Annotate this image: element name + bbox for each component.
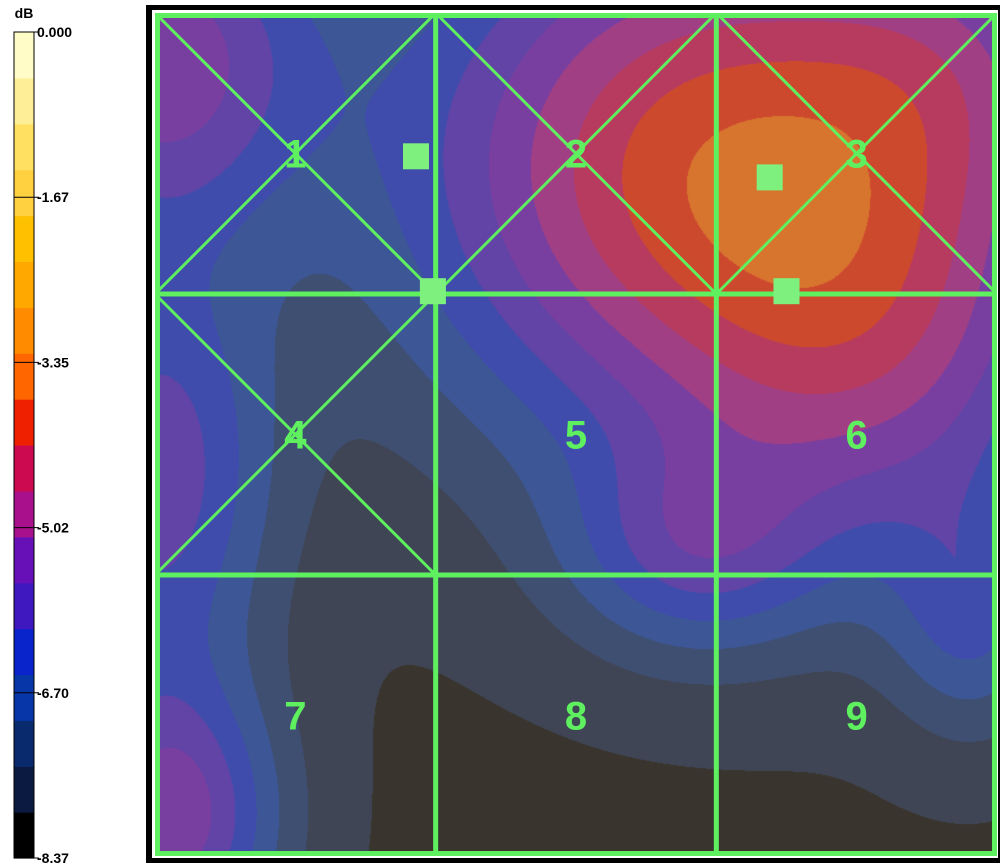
colorbar-unit-label: dB xyxy=(15,5,34,21)
zone-diagonal xyxy=(155,292,437,577)
colorbar-band xyxy=(14,32,34,79)
zone-diagonal xyxy=(434,13,718,296)
sensor-marker xyxy=(419,278,446,305)
zone-labels: 1 2 3 4 5 6 7 8 9 xyxy=(284,133,868,739)
colorbar-tick-label: -1.67 xyxy=(37,189,69,205)
colorbar-tick-label: -5.02 xyxy=(37,520,69,536)
colorbar-band xyxy=(14,536,34,584)
colorbar-tick-label: -3.35 xyxy=(37,354,69,370)
colorbar-band xyxy=(14,215,34,263)
colorbar-band xyxy=(14,77,34,125)
zone-label: 6 xyxy=(846,414,868,458)
colorbar-band xyxy=(14,490,34,538)
zone-label: 1 xyxy=(284,133,306,177)
colorbar-band xyxy=(14,353,34,400)
zone-label: 2 xyxy=(565,133,587,177)
colorbar-tick-label: -6.70 xyxy=(37,685,69,701)
colorbar-band xyxy=(14,812,34,859)
zone-diagonals xyxy=(155,13,997,577)
zone-diagonal xyxy=(715,13,997,296)
colorbar-tick-label: 0.000 xyxy=(37,24,72,40)
zone-label: 3 xyxy=(846,133,868,177)
colorbar-band xyxy=(14,766,34,813)
zone-label: 4 xyxy=(284,414,307,458)
colorbar-band xyxy=(14,123,34,171)
colorbar-tick-label: -8.37 xyxy=(37,850,69,866)
colorbar-band xyxy=(14,628,34,676)
zone-diagonal xyxy=(155,13,437,296)
colorbar-band xyxy=(14,582,34,630)
colorbar-band xyxy=(14,720,34,767)
colorbar-band xyxy=(14,307,34,354)
zone-label: 7 xyxy=(284,695,306,739)
colorbar-band xyxy=(14,445,34,492)
colorbar-band xyxy=(14,399,34,446)
colorbar-ticks: 0.000 -1.67 -3.35 -5.02 -6.70 -8.37 xyxy=(14,24,72,866)
zone-label: 5 xyxy=(565,414,587,458)
zone-label: 8 xyxy=(565,695,587,739)
zone-grid-lines xyxy=(155,13,997,856)
sensor-marker xyxy=(403,143,429,170)
colorbar-band xyxy=(14,674,34,721)
sensor-markers xyxy=(403,143,800,305)
zone-overlay: 1 2 3 4 5 6 7 8 9 xyxy=(155,13,997,856)
colorbar-band xyxy=(14,261,34,308)
sensor-marker xyxy=(773,278,800,305)
colorbar-band xyxy=(14,169,34,217)
colorbar-bands xyxy=(13,31,35,859)
zone-label: 9 xyxy=(846,695,868,739)
colorbar: dB 0.000 -1.67 -3.35 -5.02 -6.70 -8.37 xyxy=(13,5,72,866)
sensor-marker xyxy=(756,164,783,191)
